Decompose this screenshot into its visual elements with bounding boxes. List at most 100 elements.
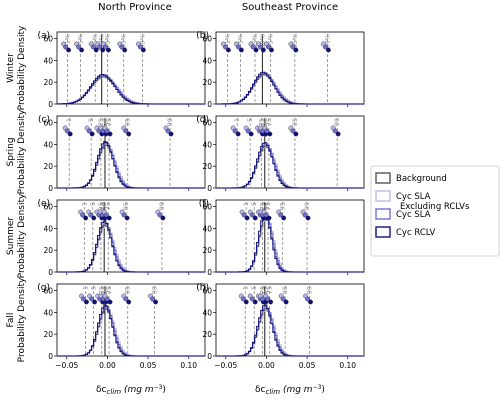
percentile-label: 1% [223, 34, 231, 44]
percentile-marker [106, 47, 111, 53]
percentile-marker [126, 299, 132, 305]
x-axis-labels: δcclim (mg m−3) δcclim (mg m−3) [96, 384, 325, 396]
percentile-marker [248, 131, 254, 137]
percentile-marker [79, 47, 84, 53]
percentile-marker [122, 47, 128, 53]
percentile-label: 5 [246, 118, 254, 122]
legend-label: Background [396, 174, 447, 184]
row-label-density: Probability Density [17, 109, 27, 194]
percentile-marker [64, 128, 70, 134]
percentile-marker [252, 215, 258, 221]
percentile-label: 95 [291, 118, 299, 126]
histogram-series [216, 71, 365, 105]
percentile-label: 50 [261, 286, 269, 294]
percentile-label: 25 [98, 286, 106, 294]
y-tick-label: 0 [207, 100, 212, 109]
row-label-season: Fall [6, 313, 16, 328]
y-tick-label: 20 [43, 78, 53, 87]
percentile-marker [93, 47, 99, 53]
percentile-marker [235, 131, 241, 137]
percentile-marker [253, 47, 259, 53]
percentile-label: 95 [279, 202, 287, 210]
percentile-label: 25 [258, 286, 266, 294]
percentile-label: 25 [258, 202, 266, 210]
x-tick-label: −0.05 [214, 361, 237, 370]
col-title-southeast: Southeast Province [242, 2, 338, 13]
percentile-marker [323, 44, 328, 50]
percentile-marker [119, 44, 125, 50]
y-tick-label: 20 [202, 78, 212, 87]
percentile-label: 99 [151, 286, 159, 294]
y-tick-label: 20 [202, 162, 212, 171]
percentile-marker [106, 215, 112, 221]
percentile-marker [160, 215, 166, 221]
percentile-marker [266, 215, 272, 221]
percentile-marker [240, 296, 246, 302]
legend-label: Cyc SLA [396, 192, 431, 202]
percentile-label: 25 [97, 202, 105, 210]
x-axis-label: δcclim (mg m−3) [96, 384, 166, 396]
percentile-marker [76, 44, 81, 50]
percentile-label: 95 [281, 286, 289, 294]
percentile-label: 25 [258, 118, 266, 126]
percentile-marker [165, 128, 171, 134]
percentile-label: 75 [264, 202, 272, 210]
percentile-marker [244, 215, 250, 221]
y-tick-label: 40 [43, 308, 53, 317]
row-label-density: Probability Density [17, 193, 27, 278]
percentile-marker [235, 44, 241, 50]
percentile-marker [153, 299, 158, 305]
percentile-label: 5 [250, 286, 258, 290]
panel-label: (h) [196, 283, 209, 293]
percentile-label: 50 [261, 202, 269, 210]
y-tick-label: 20 [43, 330, 53, 339]
percentile-marker [250, 44, 256, 50]
percentile-marker [124, 215, 130, 221]
percentile-marker [104, 128, 110, 134]
legend-label: Cyc RCLV [396, 228, 436, 238]
panel-label: (g) [37, 283, 50, 293]
percentile-marker [280, 296, 286, 302]
percentile-label: 5 [89, 202, 97, 206]
percentile-marker [302, 212, 308, 218]
row-label-density: Probability Density [17, 25, 27, 110]
percentile-marker [267, 131, 273, 137]
percentile-label: 99 [306, 286, 314, 294]
panel-frame [215, 199, 365, 273]
col-title-north: North Province [98, 2, 172, 13]
y-tick-label: 40 [43, 56, 53, 65]
percentile-label: 1 [81, 286, 89, 290]
legend-swatch [375, 208, 391, 220]
percentile-marker [290, 128, 296, 134]
percentile-marker [150, 296, 155, 302]
y-tick-label: 0 [48, 184, 53, 193]
y-tick-label: 20 [43, 162, 53, 171]
percentile-marker [222, 44, 228, 50]
histogram-series [57, 304, 206, 357]
percentile-label: 5 [87, 118, 95, 122]
percentile-label: 99 [158, 202, 166, 210]
percentile-marker [100, 47, 106, 53]
y-tick-label: 0 [48, 352, 53, 361]
percentile-marker [263, 212, 269, 218]
percentile-label: 99 [303, 202, 311, 210]
y-tick-label: 60 [43, 203, 53, 212]
percentile-label: 95% [291, 34, 299, 48]
percentile-marker [81, 296, 86, 302]
percentile-marker [157, 212, 163, 218]
percentile-marker [265, 296, 271, 302]
y-tick-label: 0 [207, 352, 212, 361]
percentile-label: 1 [241, 286, 249, 290]
percentile-label: 5% [77, 34, 85, 44]
percentile-label: 50 [100, 202, 108, 210]
panel-label: (d) [196, 115, 209, 125]
histogram-series [57, 141, 206, 189]
percentile-marker [80, 212, 86, 218]
percentile-marker [104, 296, 110, 302]
percentile-label: 5 [250, 202, 258, 206]
